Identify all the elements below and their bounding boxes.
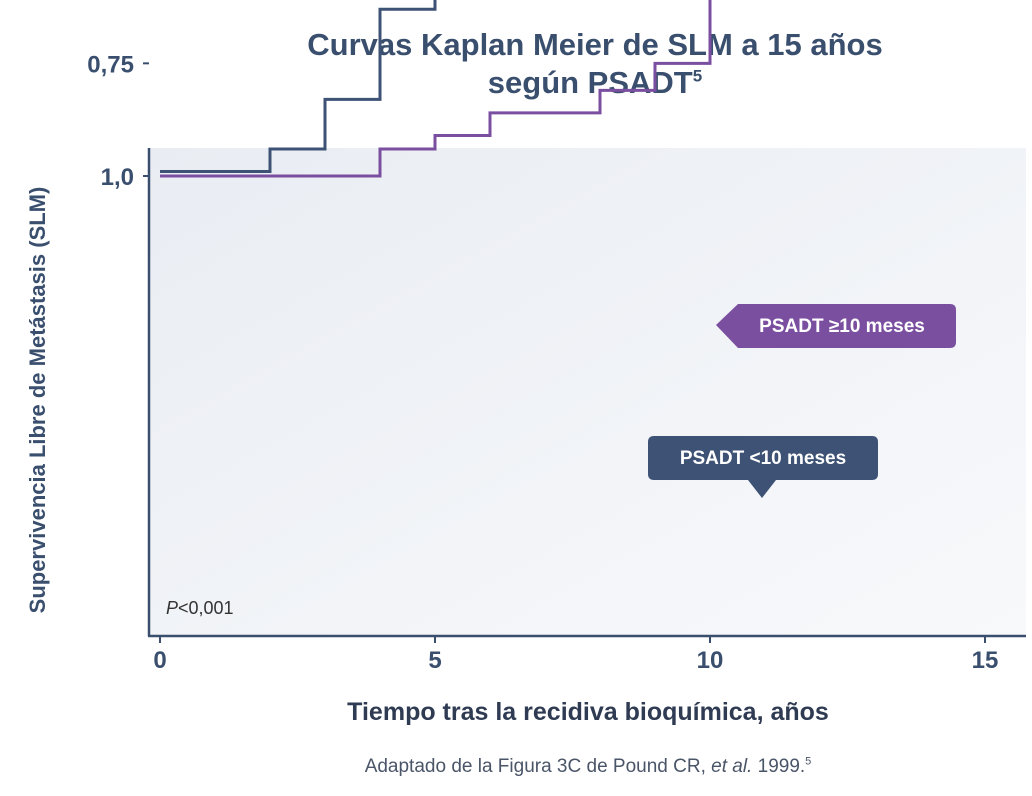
p-value-rest: <0,001 [178, 598, 234, 618]
plot-area [149, 148, 1026, 635]
source-sup: 5 [805, 755, 812, 768]
x-tick-label: 10 [697, 647, 724, 674]
survival-curve-psadt-lt10 [160, 0, 437, 173]
p-value: P<0,001 [166, 598, 234, 618]
title-line-2: según PSADT [487, 65, 693, 100]
p-value-italic: P [166, 598, 178, 618]
chart-title: Curvas Kaplan Meier de SLM a 15 años seg… [200, 26, 990, 102]
callout-psadt-ge10 [716, 304, 956, 348]
x-tick-label: 15 [972, 647, 999, 674]
source-citation: Adaptado de la Figura 3C de Pound CR, et… [150, 756, 1026, 778]
source-italic: et al. [711, 756, 753, 777]
callout-psadt-lt10 [648, 436, 878, 498]
title-line-1: Curvas Kaplan Meier de SLM a 15 años [307, 27, 883, 62]
survival-curve-psadt-ge10 [160, 0, 712, 178]
title-superscript: 5 [692, 66, 703, 86]
x-axis-label: Tiempo tras la recidiva bioquímica, años [347, 698, 829, 726]
y-tick-label: 0,75 [87, 51, 134, 78]
x-tick-label: 5 [428, 647, 441, 674]
source-text-before: Adaptado de la Figura 3C de Pound CR, [364, 756, 712, 777]
y-tick-label: 1,0 [101, 164, 134, 191]
x-tick-label: 0 [153, 647, 166, 674]
callout-label-psadt-ge10: PSADT ≥10 meses [759, 316, 925, 337]
source-text-after: 1999. [752, 756, 806, 777]
callout-label-psadt-lt10: PSADT <10 meses [680, 448, 846, 469]
